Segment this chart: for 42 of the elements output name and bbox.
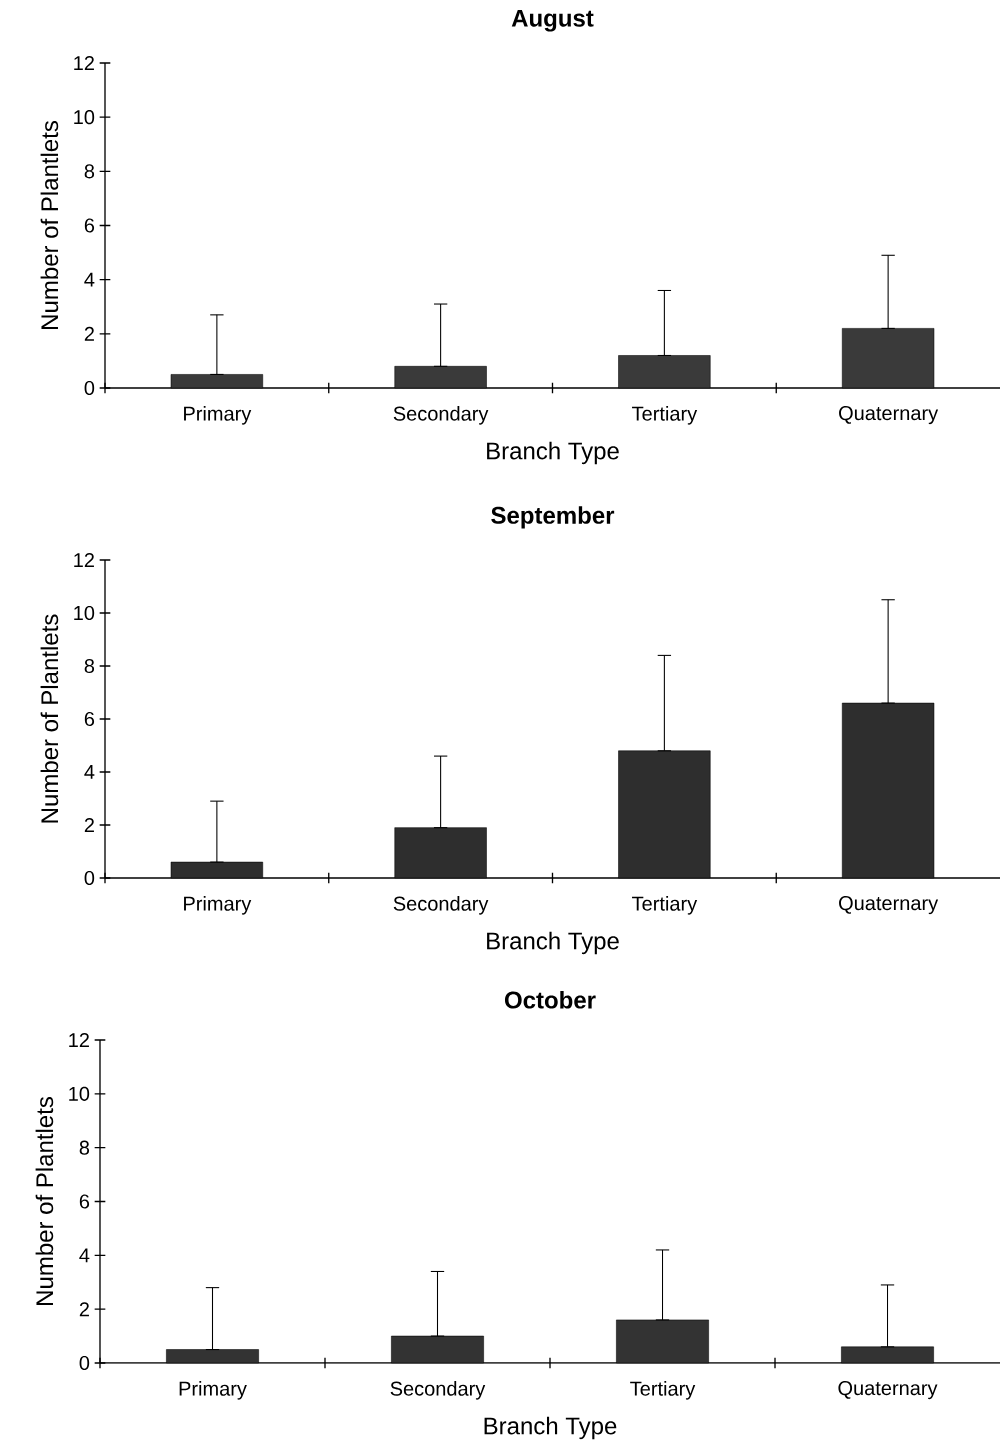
y-tick-label: 8 bbox=[84, 164, 95, 179]
y-tick-label: 10 bbox=[74, 605, 95, 621]
y-tick-label: 10 bbox=[74, 110, 95, 125]
y-tick-label: 4 bbox=[79, 1248, 90, 1263]
x-tick-label: Primary bbox=[184, 896, 252, 915]
x-tick-label: Secondary bbox=[393, 406, 489, 425]
y-tick-label: 10 bbox=[69, 1086, 90, 1101]
y-tick-label: 2 bbox=[84, 818, 94, 832]
y-tick-label: 6 bbox=[79, 1194, 90, 1209]
x-tick-label: Secondary bbox=[393, 896, 489, 915]
y-tick-label: 0 bbox=[84, 380, 95, 396]
y-tick-label: 12 bbox=[74, 553, 94, 567]
x-tick-label: Tertiary bbox=[630, 1381, 696, 1400]
chart-title: August bbox=[511, 10, 594, 32]
x-tick-label: Quaternary bbox=[839, 406, 939, 425]
x-axis-title: Branch Type bbox=[487, 441, 619, 465]
y-tick-label: 8 bbox=[79, 1140, 90, 1155]
y-tick-label: 8 bbox=[84, 658, 95, 674]
y-tick-label: 2 bbox=[79, 1302, 89, 1317]
y-tick-label: 4 bbox=[84, 765, 95, 779]
y-axis-title: Number of Plantlets bbox=[35, 1097, 54, 1305]
y-tick-label: 12 bbox=[69, 1033, 89, 1047]
y-axis-title: Number of Plantlets bbox=[40, 614, 59, 823]
y-tick-label: 2 bbox=[84, 326, 94, 341]
x-axis-title: Branch Type bbox=[487, 931, 619, 955]
y-tick-label: 4 bbox=[84, 272, 95, 287]
x-tick-label: Primary bbox=[184, 406, 252, 425]
x-tick-label: Quaternary bbox=[838, 1381, 938, 1400]
y-tick-label: 0 bbox=[79, 1355, 90, 1371]
y-tick-label: 12 bbox=[74, 56, 94, 70]
x-tick-label: Tertiary bbox=[632, 896, 698, 915]
x-axis-title: Branch Type bbox=[484, 1416, 617, 1440]
y-tick-label: 0 bbox=[84, 870, 95, 886]
y-tick-label: 6 bbox=[84, 218, 95, 233]
chart-title: October bbox=[504, 990, 596, 1009]
chart-title: September bbox=[491, 506, 615, 529]
y-axis-title: Number of Plantlets bbox=[40, 121, 59, 329]
x-tick-label: Secondary bbox=[390, 1381, 486, 1400]
x-tick-label: Tertiary bbox=[632, 406, 698, 425]
x-tick-label: Quaternary bbox=[839, 896, 939, 915]
y-tick-label: 6 bbox=[84, 711, 95, 727]
x-tick-label: Primary bbox=[179, 1381, 247, 1400]
